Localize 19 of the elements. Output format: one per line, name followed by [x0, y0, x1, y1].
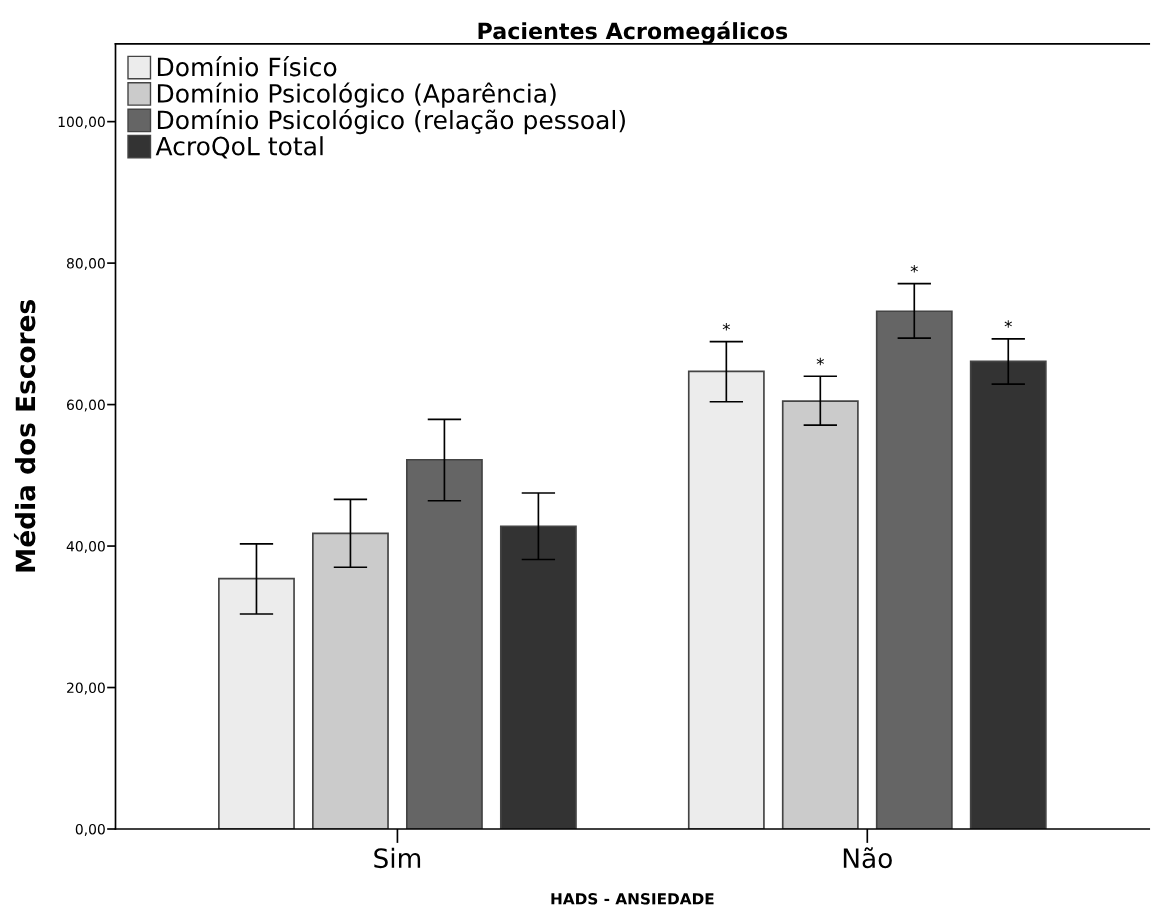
x-tick-label: Não: [843, 847, 892, 869]
y-tick-label: 100,00: [58, 116, 105, 129]
legend-label: Domínio Psicológico (Aparência): [157, 82, 556, 108]
chart-title: Pacientes Acromegálicos: [478, 21, 788, 44]
x-axis-title: HADS - ANSIEDADE: [551, 893, 714, 905]
annotation: *: [722, 323, 731, 331]
y-tick-label: 40,00: [66, 541, 105, 553]
annotation: *: [1004, 320, 1012, 328]
x-tick-label: Sim: [374, 847, 421, 869]
legend-label: Domínio Psicológico (relação pessoal): [157, 108, 625, 135]
y-tick-label: 80,00: [66, 258, 105, 270]
y-tick-label: 20,00: [67, 682, 105, 695]
legend-label: AcroQoL total: [155, 136, 323, 159]
annotation: *: [816, 357, 824, 366]
y-tick-label: 60,00: [66, 399, 105, 412]
annotation: *: [910, 265, 918, 273]
y-tick-label: 0,00: [75, 823, 105, 836]
y-axis-title: Média dos Escores: [13, 300, 36, 572]
legend-label: Domínio Físico: [157, 56, 337, 77]
